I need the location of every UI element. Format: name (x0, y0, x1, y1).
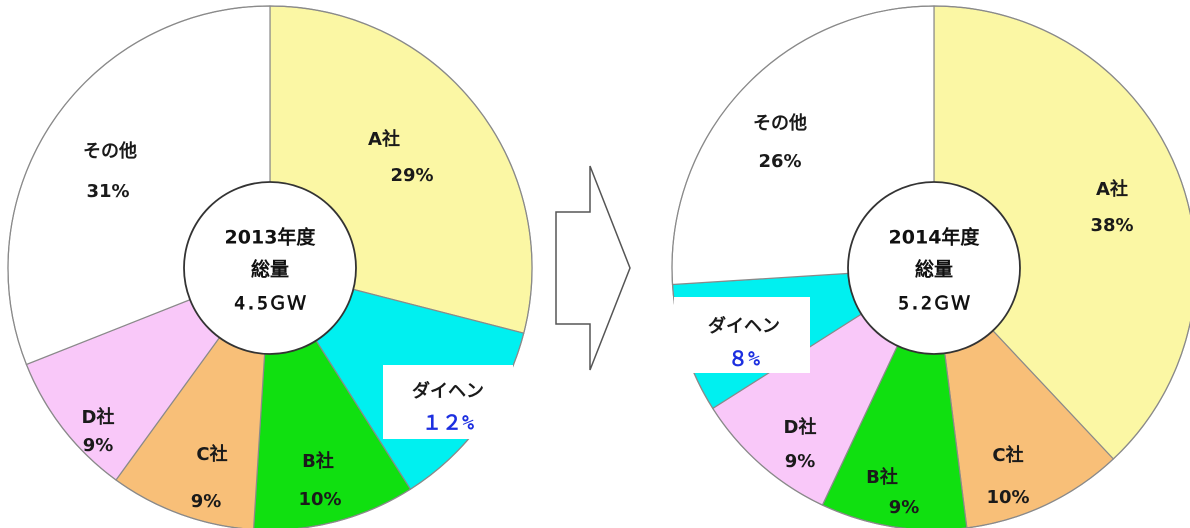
slice-value-b-sha: 10% (298, 489, 341, 510)
slice-label-b-sha: B社 (302, 450, 334, 472)
slice-label-b-sha: B社 (866, 466, 898, 488)
slice-value-d-sha: 9% (785, 451, 816, 472)
label-box-daihen (383, 365, 513, 439)
slice-value-d-sha: 9% (83, 435, 114, 456)
center-label-line-1: 2014年度 (889, 226, 981, 249)
pie-outline (671, 5, 1190, 528)
slice-label-a-sha: A社 (368, 128, 400, 150)
slice-label-d-sha: D社 (82, 406, 115, 428)
slice-label-a-sha: A社 (1096, 178, 1128, 200)
center-total-circle (847, 181, 1021, 355)
center-label-line-3: 4.5ＧＷ (234, 293, 306, 315)
center-label-line-1: 2013年度 (225, 226, 317, 249)
slice-label-others: その他 (83, 140, 137, 162)
slice-label-daihen: ダイヘン (708, 315, 780, 337)
slice-label-c-sha: C社 (196, 443, 227, 465)
slice-value-a-sha: 29% (390, 165, 433, 186)
slice-value-c-sha: 10% (986, 487, 1029, 508)
center-total-circle (183, 181, 357, 355)
center-label-line-2: 総量 (915, 258, 953, 281)
slice-value-daihen: １２% (422, 411, 474, 435)
center-label-line-2: 総量 (251, 258, 289, 281)
center-label-line-3: 5.2ＧＷ (898, 293, 970, 315)
slice-value-others: 31% (86, 181, 129, 202)
label-box-daihen (674, 297, 810, 373)
pie-outline (7, 5, 533, 528)
slice-value-a-sha: 38% (1090, 215, 1133, 236)
slice-label-others: その他 (753, 112, 807, 134)
slice-value-b-sha: 9% (889, 497, 920, 518)
slice-label-d-sha: D社 (784, 416, 817, 438)
slice-label-daihen: ダイヘン (412, 380, 484, 402)
slice-value-others: 26% (758, 151, 801, 172)
right-arrow-icon (555, 165, 631, 371)
slice-value-c-sha: 9% (191, 491, 222, 512)
slice-value-daihen: ８% (728, 347, 760, 371)
slice-label-c-sha: C社 (992, 444, 1023, 466)
